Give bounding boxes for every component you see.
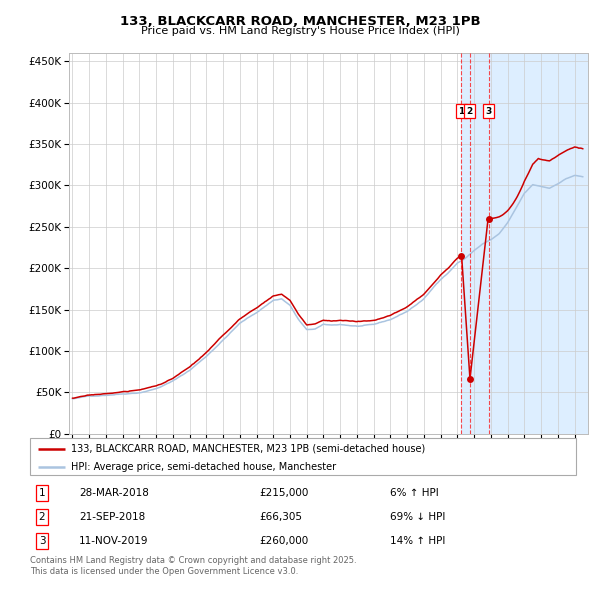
Text: 2: 2 bbox=[467, 107, 473, 116]
Text: 69% ↓ HPI: 69% ↓ HPI bbox=[391, 512, 446, 522]
Text: 28-MAR-2018: 28-MAR-2018 bbox=[79, 488, 149, 497]
Text: 3: 3 bbox=[38, 536, 46, 546]
Text: 1: 1 bbox=[38, 488, 46, 497]
Text: 21-SEP-2018: 21-SEP-2018 bbox=[79, 512, 145, 522]
FancyBboxPatch shape bbox=[30, 438, 576, 475]
Text: 14% ↑ HPI: 14% ↑ HPI bbox=[391, 536, 446, 546]
Bar bbox=[461, 53, 588, 434]
Text: £260,000: £260,000 bbox=[259, 536, 308, 546]
Text: £66,305: £66,305 bbox=[259, 512, 302, 522]
Text: 133, BLACKCARR ROAD, MANCHESTER, M23 1PB (semi-detached house): 133, BLACKCARR ROAD, MANCHESTER, M23 1PB… bbox=[71, 444, 425, 454]
Text: 1: 1 bbox=[458, 107, 464, 116]
Text: 3: 3 bbox=[485, 107, 492, 116]
Text: Contains HM Land Registry data © Crown copyright and database right 2025.
This d: Contains HM Land Registry data © Crown c… bbox=[30, 556, 356, 576]
Text: £215,000: £215,000 bbox=[259, 488, 308, 497]
Text: 11-NOV-2019: 11-NOV-2019 bbox=[79, 536, 149, 546]
Text: 6% ↑ HPI: 6% ↑ HPI bbox=[391, 488, 439, 497]
Text: 2: 2 bbox=[38, 512, 46, 522]
Text: Price paid vs. HM Land Registry's House Price Index (HPI): Price paid vs. HM Land Registry's House … bbox=[140, 26, 460, 36]
Text: HPI: Average price, semi-detached house, Manchester: HPI: Average price, semi-detached house,… bbox=[71, 462, 336, 472]
Text: 133, BLACKCARR ROAD, MANCHESTER, M23 1PB: 133, BLACKCARR ROAD, MANCHESTER, M23 1PB bbox=[119, 15, 481, 28]
